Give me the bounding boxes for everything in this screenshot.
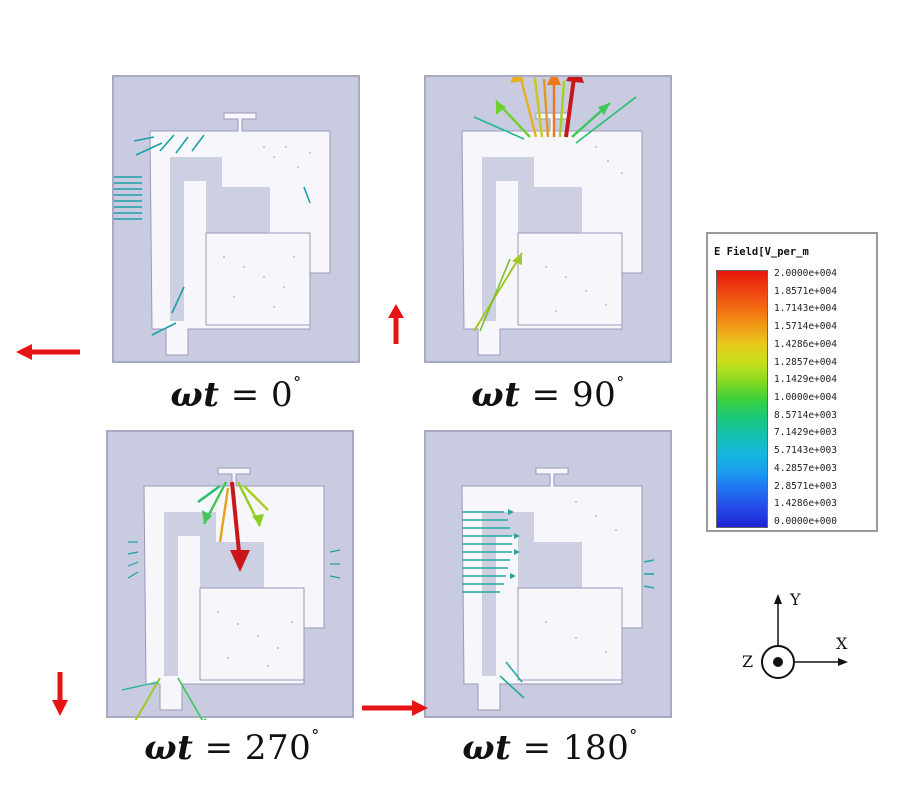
legend-color-scale [716, 270, 768, 528]
caption-wt-180: ωt = 180° [462, 726, 638, 768]
field-arrows-180 [462, 511, 655, 699]
field-arrowheads-90 [496, 77, 610, 265]
legend-value: 2.8571e+003 [774, 480, 837, 492]
legend-value: 4.2857e+003 [774, 462, 837, 474]
axes-diagram [761, 594, 848, 679]
field-panel-180 [424, 430, 672, 718]
axis-label-y: Y [790, 590, 801, 609]
caption-wt-270: ωt = 270° [144, 726, 320, 768]
antenna-slot [170, 157, 270, 321]
current-direction-up-arrow [388, 304, 404, 344]
axis-label-x: X [836, 634, 848, 653]
legend-value: 8.5714e+003 [774, 409, 837, 421]
legend-value: 5.7143e+003 [774, 445, 837, 457]
legend-value: 1.5714e+004 [774, 321, 837, 333]
legend-value: 0.0000e+000 [774, 516, 837, 527]
legend-value: 7.1429e+003 [774, 427, 837, 439]
antenna-plot-90 [461, 77, 643, 356]
legend-title: E Field[V_per_m [714, 246, 809, 258]
legend-value: 1.2857e+004 [774, 356, 837, 368]
coordinate-axes: Y X Z [740, 590, 870, 700]
field-panel-270 [106, 430, 354, 720]
color-legend: E Field[V_per_m 2.0000e+004 1.8571e+004 1.… [706, 232, 878, 532]
field-arrows-0 [114, 134, 311, 336]
caption-wt-0: ωt = 0° [170, 373, 302, 415]
field-panel-90 [424, 75, 672, 363]
current-direction-right-arrow [362, 700, 428, 716]
axis-label-z: Z [742, 652, 754, 671]
current-direction-down-arrow [52, 672, 68, 716]
legend-value: 1.4286e+004 [774, 338, 837, 350]
field-panel-0 [112, 75, 360, 363]
legend-value: 1.4286e+003 [774, 498, 837, 510]
caption-wt-90: ωt = 90° [471, 373, 625, 415]
legend-value: 1.7143e+004 [774, 303, 837, 315]
legend-value: 2.0000e+004 [774, 268, 837, 279]
antenna-inner-patch [205, 232, 311, 326]
field-dots-0 [223, 146, 311, 308]
field-arrowheads-270 [202, 510, 264, 720]
legend-value: 1.0000e+004 [774, 392, 837, 403]
antenna-plot-0 [114, 112, 331, 356]
legend-value: 1.8571e+004 [774, 285, 837, 297]
antenna-plot-180 [461, 467, 655, 711]
current-direction-left-arrow [16, 344, 80, 360]
legend-value: 1.1429e+004 [774, 374, 837, 386]
antenna-plot-270 [121, 467, 341, 720]
